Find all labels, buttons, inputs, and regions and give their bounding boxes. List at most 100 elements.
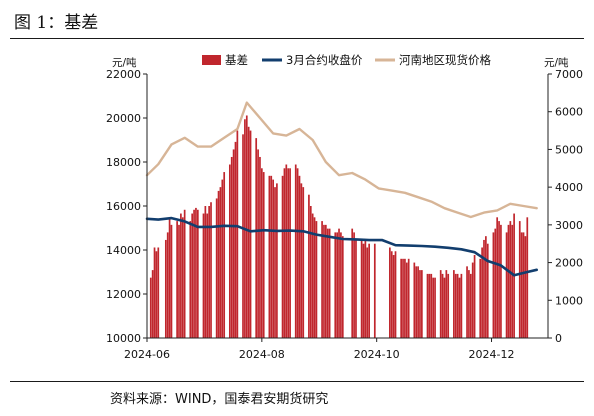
basis-bar <box>268 175 271 338</box>
x-tick-label: 2024-12 <box>469 348 515 361</box>
right-tick-label: 6000 <box>555 106 583 119</box>
basis-bar <box>483 239 485 338</box>
basis-bar <box>486 243 489 338</box>
basis-bar <box>315 221 318 338</box>
spot-price-line <box>145 101 538 219</box>
basis-bar <box>439 270 442 338</box>
basis-bar <box>520 232 523 338</box>
basis-bar <box>262 172 265 338</box>
futures-close-line <box>145 216 539 277</box>
basis-bar <box>368 243 370 338</box>
basis-bar <box>340 232 342 338</box>
legend: 基差 3月合约收盘价 河南地区现货价格 <box>202 53 491 67</box>
basis-bar <box>289 168 291 338</box>
basis-bar <box>351 228 354 338</box>
basis-bar <box>336 232 338 338</box>
basis-bar <box>153 247 156 338</box>
basis-bar <box>219 187 222 338</box>
right-axis-unit: 元/吨 <box>544 56 569 69</box>
basis-bar <box>296 168 299 338</box>
basis-bar <box>496 217 499 338</box>
basis-bar <box>492 232 495 338</box>
basis-bar <box>413 262 416 338</box>
right-tick-label: 3000 <box>555 219 583 232</box>
basis-bar <box>166 232 169 338</box>
basis-bar <box>281 175 284 338</box>
right-tick-label: 1000 <box>555 294 583 307</box>
basis-bar <box>321 221 323 338</box>
basis-bar <box>415 266 418 338</box>
basis-bar <box>522 232 525 338</box>
left-tick-label: 20000 <box>106 112 141 125</box>
basis-bar <box>230 156 233 338</box>
title-rule <box>10 38 584 39</box>
basis-bar <box>232 149 235 338</box>
basis-bar <box>341 236 344 338</box>
basis-bar <box>325 224 327 338</box>
basis-bar <box>428 273 431 338</box>
basis-bar <box>208 206 210 338</box>
basis-bar <box>196 209 199 338</box>
basis-bar <box>447 273 450 338</box>
basis-bar <box>151 270 154 338</box>
basis-bar <box>210 202 212 338</box>
basis-bar <box>170 224 173 338</box>
basis-bar <box>481 247 483 338</box>
basis-bar <box>294 164 297 338</box>
basis-bar <box>400 258 402 338</box>
left-tick-label: 12000 <box>106 288 141 301</box>
basis-bar <box>468 270 470 338</box>
basis-bar <box>500 224 502 338</box>
basis-bar <box>249 130 252 338</box>
basis-bar <box>498 221 500 338</box>
basis-bar <box>334 232 337 338</box>
basis-bar <box>181 217 184 338</box>
source-rule <box>10 381 584 382</box>
basis-bar <box>511 224 514 338</box>
basis-bar <box>202 213 205 338</box>
basis-bar <box>276 183 278 338</box>
basis-bar <box>164 239 167 338</box>
basis-bar <box>223 172 226 338</box>
basis-bar <box>302 187 305 338</box>
basis-bar <box>191 213 194 338</box>
basis-bar <box>193 209 195 338</box>
legend-label-basis: 基差 <box>225 53 248 67</box>
basis-bar <box>228 164 231 338</box>
basis-bar <box>392 255 395 338</box>
basis-bar <box>176 221 178 338</box>
basis-bar <box>434 277 436 338</box>
legend-swatch-basis <box>202 55 221 65</box>
basis-bar <box>394 251 397 338</box>
basis-bar <box>313 217 316 338</box>
basis-bar <box>360 239 363 338</box>
basis-bar <box>494 228 497 338</box>
basis-bar <box>183 209 186 338</box>
basis-bar <box>466 266 468 338</box>
basis-bar <box>255 138 258 338</box>
basis-bar <box>366 247 369 338</box>
basis-bar <box>274 187 276 338</box>
basis-bar <box>217 190 220 338</box>
basis-bar <box>432 277 435 338</box>
basis-bar <box>298 175 301 338</box>
right-tick-label: 5000 <box>555 143 583 156</box>
basis-bar <box>260 168 263 338</box>
basis-bar <box>441 273 444 338</box>
basis-bar <box>355 239 357 338</box>
basis-bar <box>353 232 355 338</box>
basis-bar <box>471 262 474 338</box>
legend-label-spot: 河南地区现货价格 <box>399 53 491 67</box>
basis-bar <box>236 130 239 338</box>
basis-bar <box>308 194 310 338</box>
basis-bar <box>426 273 429 338</box>
basis-bar <box>407 258 410 338</box>
basis-bar <box>453 270 455 338</box>
right-tick-label: 0 <box>555 332 562 345</box>
left-tick-label: 18000 <box>106 156 141 169</box>
basis-bar <box>456 273 459 338</box>
legend-label-futures: 3月合约收盘价 <box>286 53 363 67</box>
x-tick-label: 2024-10 <box>354 348 400 361</box>
basis-bar <box>405 262 408 338</box>
basis-bar <box>404 258 406 338</box>
